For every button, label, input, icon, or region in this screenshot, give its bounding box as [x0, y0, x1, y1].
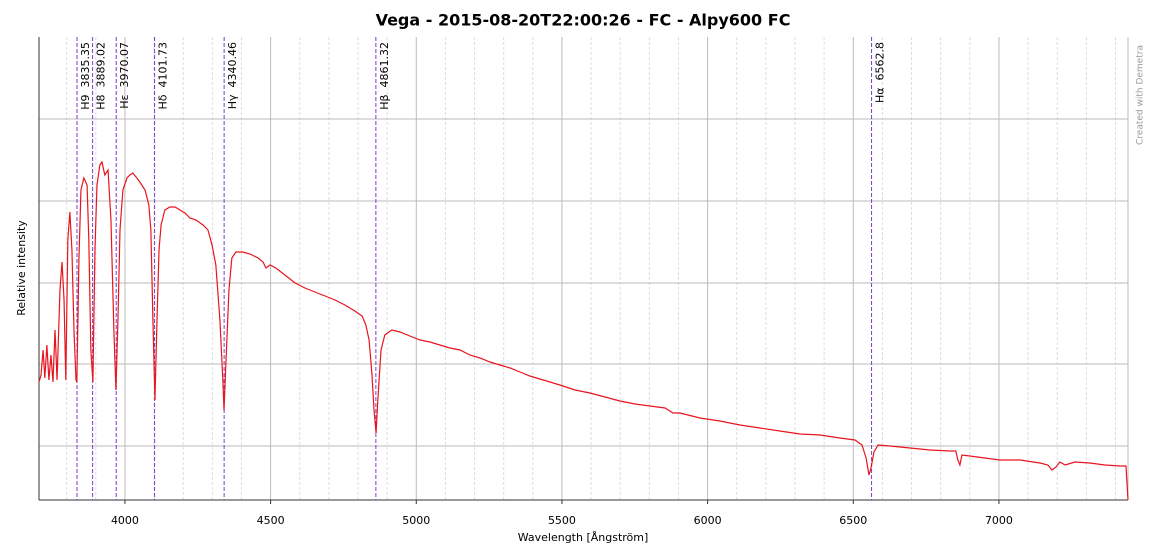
line-wavelength: 4340.46: [226, 42, 239, 88]
line-wavelength: 3889.02: [95, 42, 108, 88]
spectral-line-label: Hε 3970.07: [118, 42, 131, 109]
line-name: Hε: [118, 94, 131, 108]
spectral-line-label: Hδ 4101.73: [157, 42, 170, 110]
watermark: Created with Demetra: [1136, 45, 1146, 145]
spectral-line-label: Hβ 4861.32: [378, 42, 391, 110]
line-name: H9: [79, 95, 92, 110]
spectral-line-label: H8 3889.02: [95, 42, 108, 110]
x-axis-label: Wavelength [Ångström]: [518, 531, 649, 544]
x-tick-label: 7000: [985, 514, 1013, 527]
line-name: H8: [95, 95, 108, 110]
line-wavelength: 4861.32: [378, 42, 391, 88]
chart-title: Vega - 2015-08-20T22:00:26 - FC - Alpy60…: [376, 11, 791, 30]
line-wavelength: 6562.8: [874, 42, 887, 81]
spectral-line-label: Hγ 4340.46: [226, 42, 239, 109]
y-axis-label: Relative intensity: [15, 220, 28, 316]
line-wavelength: 4101.73: [157, 42, 170, 88]
x-tick-label: 4500: [257, 514, 285, 527]
x-tick-label: 4000: [111, 514, 139, 527]
x-tick-label: 5500: [548, 514, 576, 527]
spectral-line-label: H9 3835.35: [79, 42, 92, 110]
line-wavelength: 3835.35: [79, 42, 92, 88]
line-wavelength: 3970.07: [118, 42, 131, 88]
x-tick-label: 6500: [839, 514, 867, 527]
line-name: Hβ: [378, 95, 391, 110]
line-name: Hα: [874, 88, 887, 104]
line-name: Hδ: [157, 94, 170, 109]
x-tick-label: 6000: [694, 514, 722, 527]
x-tick-label: 5000: [402, 514, 430, 527]
spectral-line-label: Hα 6562.8: [874, 42, 887, 103]
spectrum-line: [38, 160, 1129, 501]
line-name: Hγ: [226, 94, 239, 109]
